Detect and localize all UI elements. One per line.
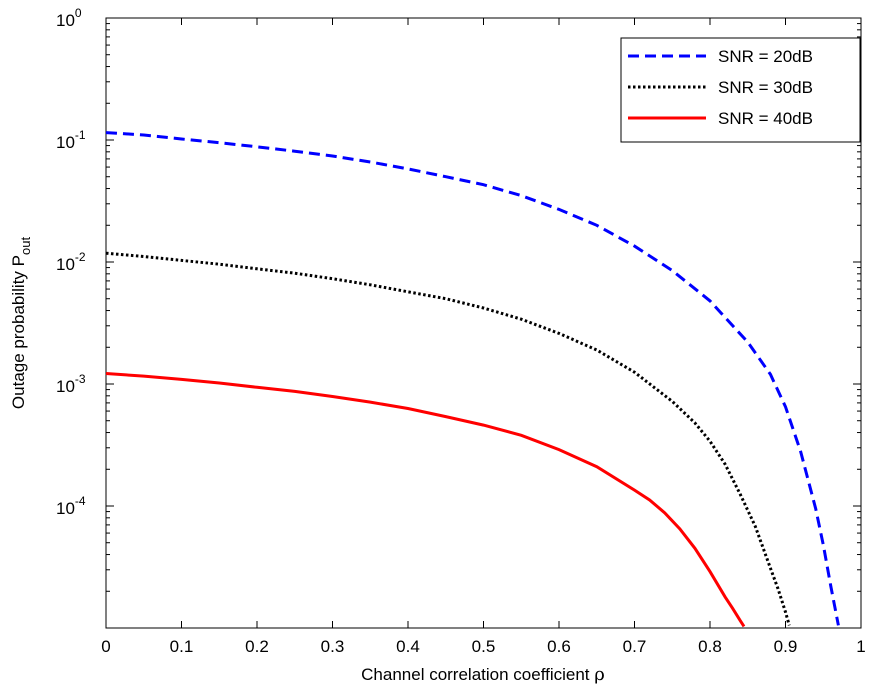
y-axis-label: Outage probability Pout: [9, 237, 33, 410]
series-line-2: [105, 251, 791, 626]
y-tick-label: 10-1: [56, 128, 86, 152]
y-axis-ticks: 100 10-1 10-2 10-3 10-4: [56, 6, 861, 592]
series-lines: [105, 131, 840, 628]
x-tick-label: 0.9: [774, 637, 798, 656]
x-tick-label: 0.7: [623, 637, 647, 656]
y-tick-label: 10-4: [56, 494, 86, 518]
x-tick-label: 0.3: [321, 637, 345, 656]
x-axis-ticks: 0 0.1 0.2 0.3 0.4 0.5 0.6 0.7 0.8 0.9 1: [101, 18, 866, 656]
series-line-1: [105, 131, 840, 626]
x-axis-label: Channel correlation coefficient ρ: [361, 664, 605, 685]
legend-box: [620, 37, 861, 143]
legend: SNR = 20dB SNR = 30dB SNR = 40dB: [620, 37, 861, 143]
x-tick-label: 0.1: [170, 637, 194, 656]
x-tick-label: 0: [101, 637, 110, 656]
legend-label-2: SNR = 30dB: [718, 78, 813, 97]
x-tick-label: 1: [856, 637, 865, 656]
y-axis-label-subscript: out: [18, 237, 33, 255]
y-tick-label: 10-3: [56, 372, 86, 396]
x-tick-label: 0.4: [396, 637, 420, 656]
y-tick-label: 10-2: [56, 250, 86, 274]
x-tick-label: 0.6: [547, 637, 571, 656]
legend-label-1: SNR = 20dB: [718, 47, 813, 66]
series-line-3: [105, 372, 746, 628]
legend-label-3: SNR = 40dB: [718, 109, 813, 128]
y-tick-label: 100: [56, 6, 82, 30]
x-tick-label: 0.8: [698, 637, 722, 656]
x-axis-label-symbol: ρ: [594, 664, 605, 685]
x-tick-label: 0.2: [245, 637, 269, 656]
x-tick-label: 0.5: [472, 637, 496, 656]
